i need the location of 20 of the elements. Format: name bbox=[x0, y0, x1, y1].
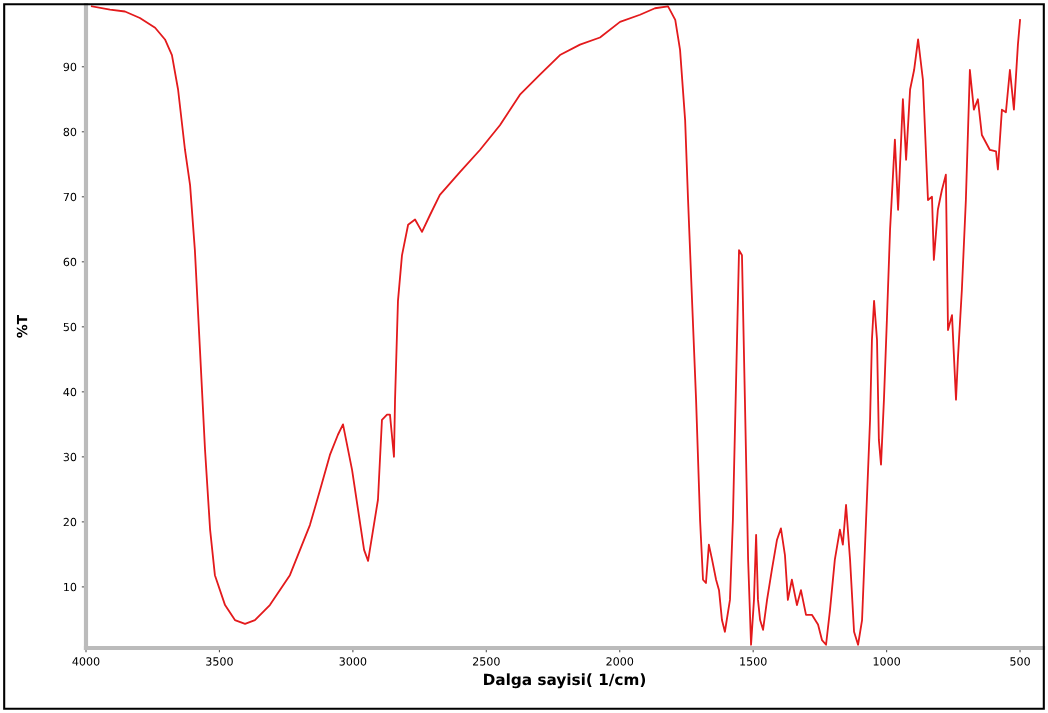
y-tick-label: 30 bbox=[63, 452, 77, 462]
x-axis-title: Dalga sayisi( 1/cm) bbox=[484, 673, 646, 689]
x-tick-label: 4000 bbox=[72, 657, 100, 666]
x-tick-label: 3500 bbox=[206, 657, 233, 666]
x-tick-label: 3000 bbox=[339, 657, 367, 666]
x-tick-label: 500 bbox=[1010, 657, 1030, 666]
x-tick-label: 2500 bbox=[472, 657, 500, 666]
y-tick-label: 40 bbox=[63, 387, 77, 397]
y-tick-label: 60 bbox=[63, 257, 77, 267]
y-tick-label: 20 bbox=[63, 517, 77, 527]
y-tick-label: 50 bbox=[63, 322, 77, 332]
line-series bbox=[90, 5, 1021, 646]
x-tick-label: 1500 bbox=[740, 657, 767, 666]
y-axis-title: %T bbox=[16, 314, 28, 338]
y-tick-label: 10 bbox=[64, 582, 77, 592]
x-tick-label: 1000 bbox=[873, 657, 901, 666]
x-tick-label: 2000 bbox=[606, 657, 634, 666]
y-tick-label: 90 bbox=[63, 62, 77, 72]
y-tick-label: 80 bbox=[63, 127, 77, 137]
y-tick-label: 70 bbox=[63, 192, 77, 202]
